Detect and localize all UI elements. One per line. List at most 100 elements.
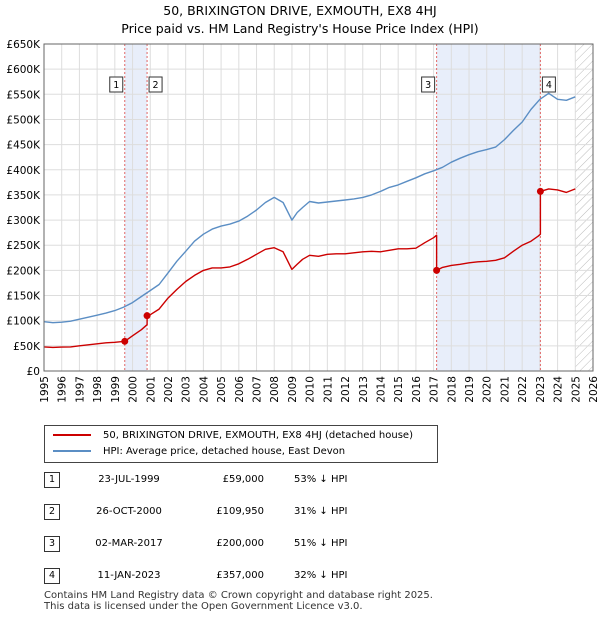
- x-tick-label: 2013: [358, 376, 370, 403]
- transaction-price: £109,950: [216, 506, 264, 517]
- chart-title-text: 50, BRIXINGTON DRIVE, EXMOUTH, EX8 4HJ: [163, 3, 437, 18]
- transaction-price: £200,000: [216, 538, 264, 549]
- transaction-label-frame: [148, 76, 163, 93]
- x-tick-label: 2025: [570, 376, 582, 403]
- transaction-date: 23-JUL-1999: [98, 474, 160, 485]
- y-tick-label: £650K: [6, 39, 41, 51]
- legend-entry-property: 50, BRIXINGTON DRIVE, EXMOUTH, EX8 4HJ (…: [53, 428, 413, 444]
- x-tick-label: 2009: [287, 376, 299, 403]
- x-tick-label: 2002: [163, 376, 175, 403]
- series-line-hpi: [43, 92, 576, 324]
- footer-attribution: Contains HM Land Registry data © Crown c…: [44, 590, 584, 612]
- y-tick-label: £550K: [6, 89, 41, 101]
- x-tick-label: 2026: [588, 376, 600, 403]
- legend-swatch-property: [53, 434, 91, 436]
- transaction-label-box: 4: [541, 76, 556, 93]
- transaction-row: 3 02-MAR-2017 £200,000 51% ↓ HPI: [44, 536, 464, 552]
- x-tick-label: 2010: [305, 376, 317, 403]
- x-tick-label: 2019: [464, 376, 476, 403]
- x-tick-label: 1999: [110, 376, 122, 403]
- transaction-label-number: 3: [425, 80, 431, 91]
- y-tick-label: £400K: [6, 165, 41, 177]
- x-tick-label: 2016: [411, 376, 423, 403]
- x-tick-label: 2000: [128, 376, 140, 403]
- transaction-row: 1 23-JUL-1999 £59,000 53% ↓ HPI: [44, 472, 464, 488]
- x-tick-label: 2021: [499, 376, 511, 403]
- x-tick-label: 2008: [269, 376, 281, 403]
- x-tick-label: 1996: [57, 376, 69, 403]
- legend-swatch-hpi: [53, 450, 91, 452]
- transaction-hpi-diff: 31% ↓ HPI: [294, 506, 348, 517]
- y-tick-label: £450K: [6, 140, 41, 152]
- shaded-period: [436, 44, 541, 371]
- y-tick-label: £150K: [6, 291, 41, 303]
- x-tick-label: 2001: [145, 376, 157, 403]
- y-tick-label: £250K: [6, 240, 41, 252]
- footer-copyright: Contains HM Land Registry data © Crown c…: [44, 590, 433, 601]
- legend-entry-hpi: HPI: Average price, detached house, East…: [53, 444, 345, 460]
- legend-label-hpi: HPI: Average price, detached house, East…: [103, 446, 346, 457]
- transaction-number-badge: 3: [44, 536, 60, 552]
- x-tick-label: 1998: [92, 376, 104, 403]
- transaction-label-number: 1: [113, 80, 119, 91]
- x-tick-label: 2007: [252, 376, 264, 403]
- transaction-price: £357,000: [216, 570, 264, 581]
- transaction-label-frame: [541, 76, 556, 93]
- x-tick-label: 2004: [198, 376, 210, 403]
- y-tick-label: £0: [27, 366, 40, 378]
- transaction-number-badge: 1: [44, 472, 60, 488]
- x-tick-label: 2022: [517, 376, 529, 403]
- transaction-label-frame: [421, 76, 436, 93]
- chart-title: 50, BRIXINGTON DRIVE, EXMOUTH, EX8 4HJ P…: [0, 2, 600, 38]
- x-tick-label: 2014: [375, 376, 387, 403]
- x-tick-label: 2020: [482, 376, 494, 403]
- y-tick-label: £300K: [6, 215, 41, 227]
- footer-licence: This data is licensed under the Open Gov…: [44, 601, 363, 612]
- y-tick-label: £500K: [6, 114, 41, 126]
- transaction-point: [536, 187, 544, 195]
- x-tick-label: 2024: [553, 376, 565, 403]
- transaction-label-box: 3: [421, 76, 436, 93]
- x-tick-label: 2005: [216, 376, 228, 403]
- transaction-row: 2 26-OCT-2000 £109,950 31% ↓ HPI: [44, 504, 464, 520]
- x-tick-label: 2012: [340, 376, 352, 403]
- transaction-date: 11-JAN-2023: [97, 570, 161, 581]
- transaction-hpi-diff: 32% ↓ HPI: [294, 570, 348, 581]
- y-tick-label: £100K: [6, 316, 41, 328]
- price-chart: 1 2 3 4 £0 £50K £100K £150K £200K £250K £300K £350…: [6, 39, 600, 403]
- plot-frame: [43, 43, 594, 372]
- chart-legend: 50, BRIXINGTON DRIVE, EXMOUTH, EX8 4HJ (…: [44, 425, 438, 463]
- transaction-point: [121, 337, 129, 345]
- transaction-date: 02-MAR-2017: [95, 538, 163, 549]
- transaction-label-number: 2: [153, 80, 159, 91]
- transaction-label-box: 2: [148, 76, 163, 93]
- y-tick-label: £50K: [13, 341, 41, 353]
- transaction-price: £59,000: [222, 474, 264, 485]
- chart-subtitle-text: Price paid vs. HM Land Registry's House …: [121, 21, 479, 36]
- x-tick-label: 2006: [234, 376, 246, 403]
- x-tick-label: 2017: [429, 376, 441, 403]
- transaction-hpi-diff: 51% ↓ HPI: [294, 538, 348, 549]
- legend-label-property: 50, BRIXINGTON DRIVE, EXMOUTH, EX8 4HJ (…: [103, 430, 413, 441]
- transaction-date: 26-OCT-2000: [96, 506, 162, 517]
- x-tick-label: 1997: [74, 376, 86, 403]
- transaction-point: [143, 312, 151, 320]
- transaction-number-badge: 2: [44, 504, 60, 520]
- x-tick-label: 2015: [393, 376, 405, 403]
- y-tick-label: £600K: [6, 64, 41, 76]
- shaded-period: [124, 44, 148, 371]
- x-tick-label: 2023: [535, 376, 547, 403]
- x-tick-label: 2011: [322, 376, 334, 403]
- y-tick-label: £200K: [6, 265, 41, 277]
- transaction-hpi-diff: 53% ↓ HPI: [294, 474, 348, 485]
- transaction-label-frame: [109, 76, 124, 93]
- transaction-label-box: 1: [109, 76, 124, 93]
- transaction-number-badge: 4: [44, 568, 60, 584]
- x-tick-label: 2018: [446, 376, 458, 403]
- x-tick-label: 2003: [181, 376, 193, 403]
- x-tick-label: 1995: [39, 376, 51, 403]
- series-line-property: [43, 188, 576, 349]
- transaction-point: [433, 266, 441, 274]
- transaction-label-number: 4: [546, 80, 552, 91]
- future-hatch-area: [575, 44, 593, 371]
